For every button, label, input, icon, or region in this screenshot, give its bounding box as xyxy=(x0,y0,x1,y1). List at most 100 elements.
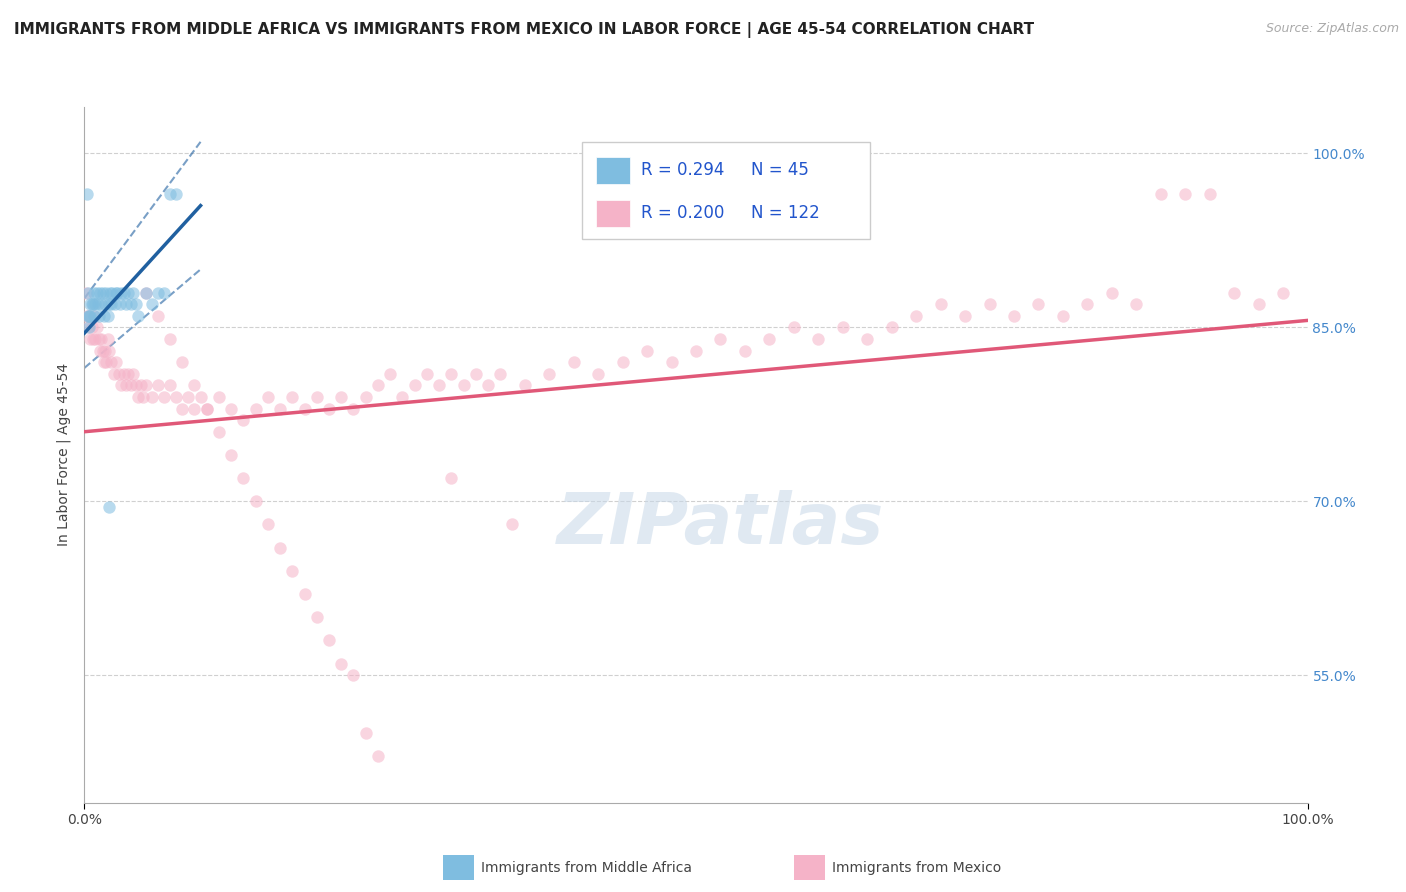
Point xyxy=(232,471,254,485)
Point xyxy=(117,367,139,381)
Point xyxy=(98,285,121,300)
Point xyxy=(342,401,364,416)
Point xyxy=(141,390,163,404)
Point xyxy=(76,309,98,323)
Point xyxy=(87,332,110,346)
Point xyxy=(110,378,132,392)
Point xyxy=(76,187,98,202)
Point xyxy=(416,367,439,381)
Point xyxy=(183,401,205,416)
Point xyxy=(127,390,149,404)
Point xyxy=(195,401,218,416)
Point xyxy=(100,297,122,311)
Point xyxy=(661,355,683,369)
Point xyxy=(112,285,135,300)
Point xyxy=(105,285,128,300)
Point xyxy=(453,378,475,392)
Point xyxy=(318,633,340,648)
Point xyxy=(120,378,142,392)
FancyBboxPatch shape xyxy=(596,201,630,227)
Point xyxy=(269,401,291,416)
Point xyxy=(367,378,389,392)
Text: Immigrants from Mexico: Immigrants from Mexico xyxy=(832,861,1001,875)
Point xyxy=(232,413,254,427)
Point xyxy=(219,401,242,416)
Point xyxy=(165,187,187,202)
Point xyxy=(97,343,120,358)
Point xyxy=(82,332,104,346)
Point xyxy=(183,378,205,392)
Point xyxy=(125,297,148,311)
Point xyxy=(115,378,138,392)
Point xyxy=(141,297,163,311)
Text: IMMIGRANTS FROM MIDDLE AFRICA VS IMMIGRANTS FROM MEXICO IN LABOR FORCE | AGE 45-: IMMIGRANTS FROM MIDDLE AFRICA VS IMMIGRA… xyxy=(14,22,1035,38)
Point xyxy=(83,309,105,323)
Point xyxy=(195,401,218,416)
Point xyxy=(86,285,108,300)
Point xyxy=(75,285,97,300)
Point xyxy=(281,564,304,578)
Point xyxy=(294,401,316,416)
Point xyxy=(159,187,181,202)
Point xyxy=(146,309,169,323)
Point xyxy=(734,343,756,358)
Point xyxy=(1247,297,1270,311)
Point xyxy=(84,332,107,346)
Point xyxy=(245,494,267,508)
Point xyxy=(464,367,486,381)
Point xyxy=(612,355,634,369)
Point xyxy=(953,309,976,323)
Point xyxy=(104,297,127,311)
Point xyxy=(83,285,105,300)
Point xyxy=(354,726,377,740)
Point xyxy=(404,378,426,392)
Text: Immigrants from Middle Africa: Immigrants from Middle Africa xyxy=(481,861,692,875)
Point xyxy=(1272,285,1295,300)
Point xyxy=(1002,309,1025,323)
Point xyxy=(342,668,364,682)
Point xyxy=(80,320,103,334)
Point xyxy=(112,367,135,381)
Point xyxy=(391,390,413,404)
FancyBboxPatch shape xyxy=(596,157,630,184)
Point xyxy=(477,378,499,392)
Point xyxy=(122,285,145,300)
Text: N = 122: N = 122 xyxy=(751,203,820,222)
Point xyxy=(77,320,100,334)
Point xyxy=(172,355,194,369)
Point xyxy=(1125,297,1147,311)
Point xyxy=(135,285,157,300)
Point xyxy=(90,297,112,311)
Point xyxy=(245,401,267,416)
Point xyxy=(91,285,114,300)
Point xyxy=(101,285,124,300)
Point xyxy=(783,320,806,334)
Point xyxy=(146,285,169,300)
Point xyxy=(929,297,952,311)
Point xyxy=(1101,285,1123,300)
Point xyxy=(93,355,115,369)
Point xyxy=(177,390,200,404)
Point xyxy=(125,378,148,392)
Point xyxy=(257,390,280,404)
Point xyxy=(97,500,120,514)
Point xyxy=(86,320,108,334)
Point xyxy=(84,297,107,311)
Point xyxy=(79,332,101,346)
Point xyxy=(127,309,149,323)
Point xyxy=(135,378,157,392)
Point xyxy=(807,332,830,346)
Point xyxy=(636,343,658,358)
Point xyxy=(77,309,100,323)
Point xyxy=(91,343,114,358)
Point xyxy=(562,355,585,369)
Point xyxy=(77,309,100,323)
Point xyxy=(108,297,131,311)
Point xyxy=(80,297,103,311)
Point xyxy=(165,390,187,404)
Point xyxy=(94,297,117,311)
Point xyxy=(318,401,340,416)
Point xyxy=(586,367,609,381)
Point xyxy=(83,309,105,323)
Point xyxy=(79,297,101,311)
